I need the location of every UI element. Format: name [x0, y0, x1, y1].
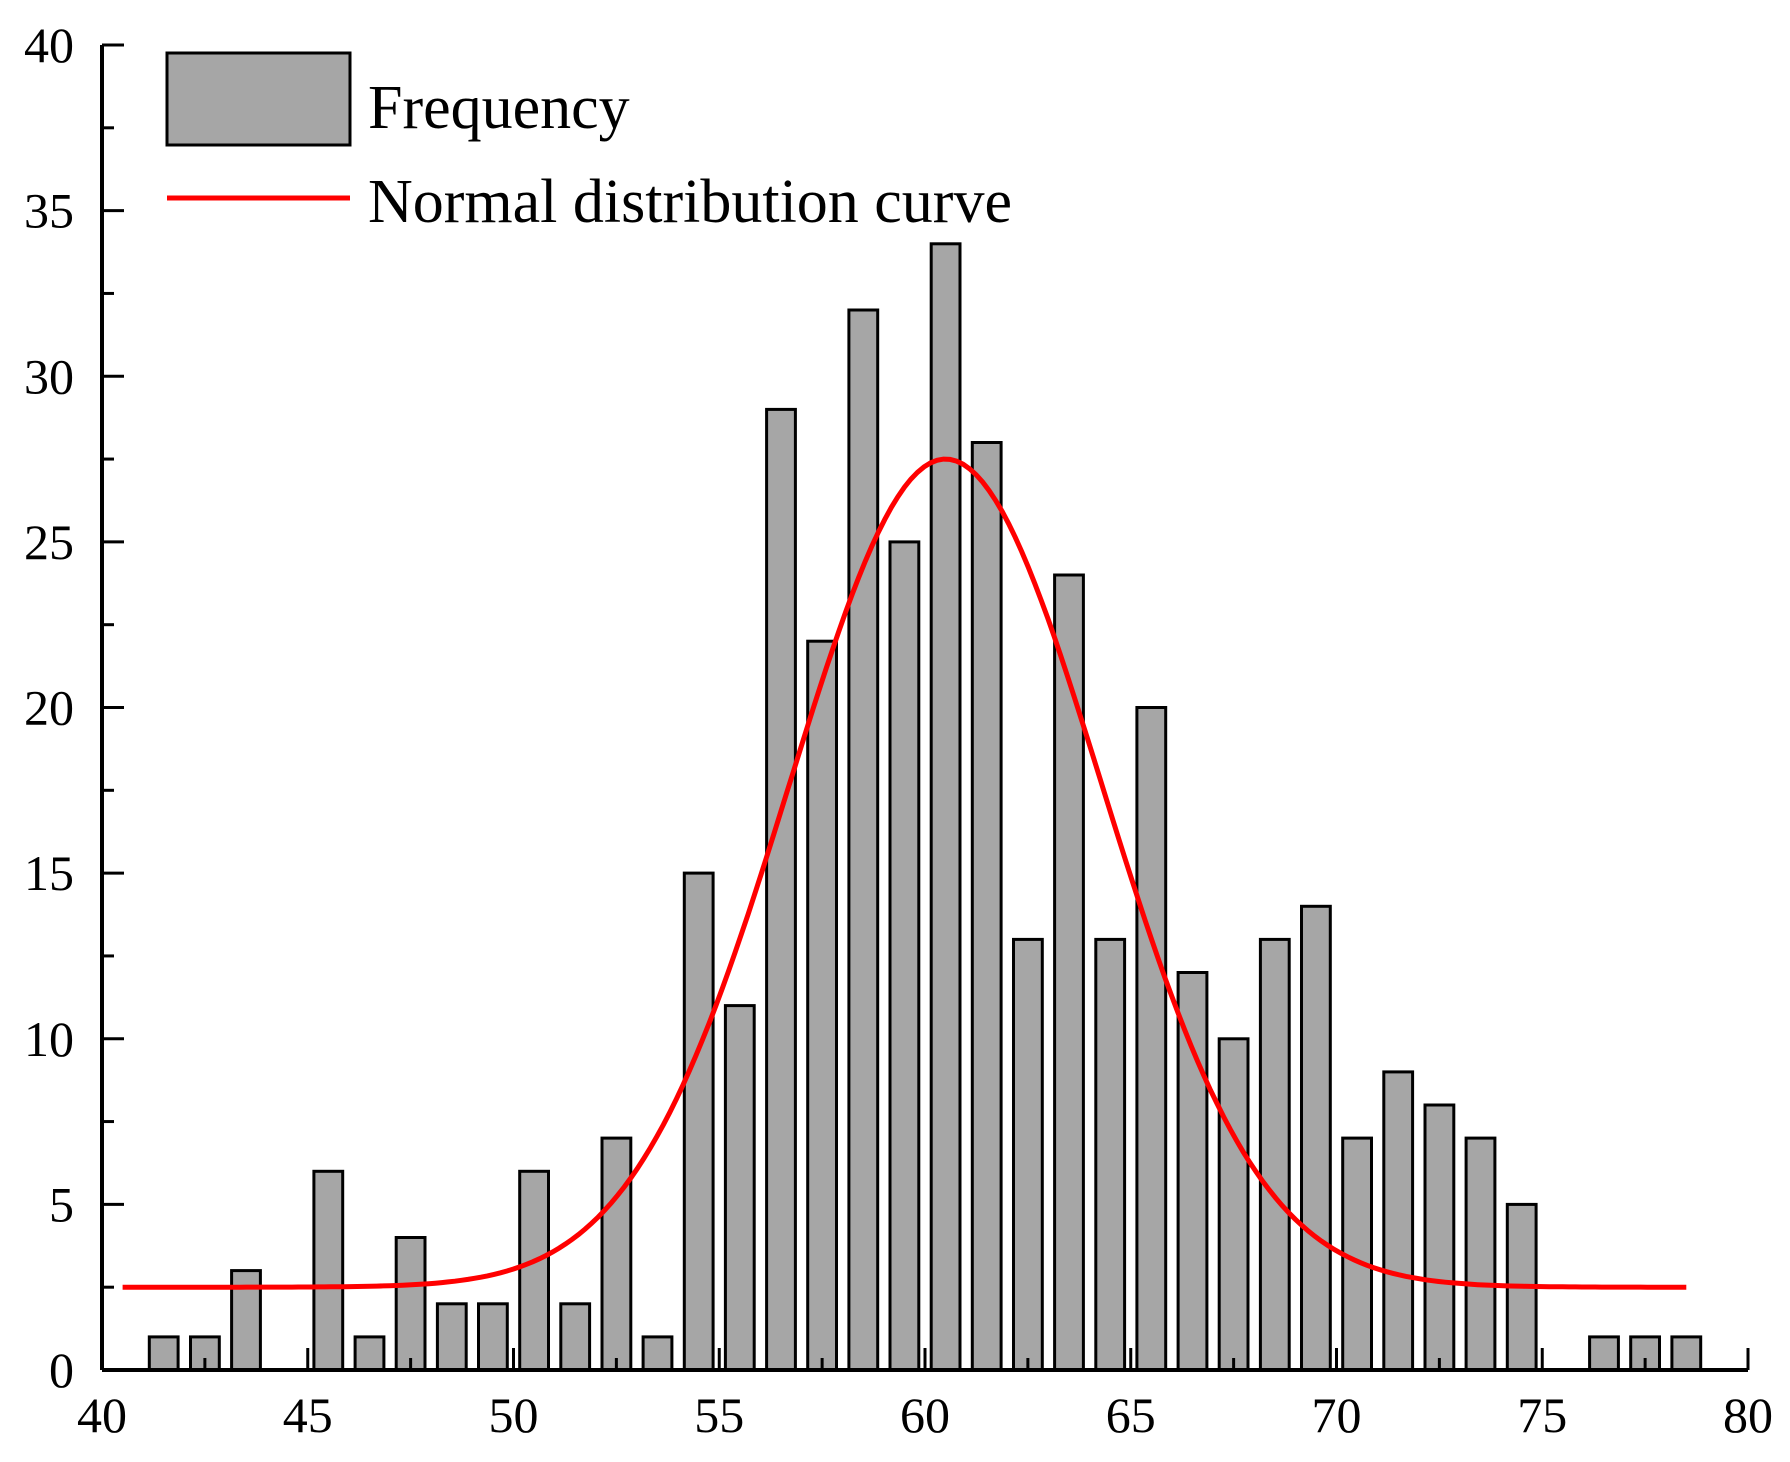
histogram-bar: [353, 1335, 386, 1372]
histogram-bar: [477, 1302, 509, 1372]
histogram-bar: [970, 441, 1003, 1372]
y-tick-label: 10: [24, 1011, 74, 1067]
histogram-bar: [1094, 937, 1127, 1372]
y-tick-label: 25: [24, 514, 74, 570]
histogram-bar: [1670, 1335, 1703, 1372]
x-tick-label: 70: [1312, 1387, 1362, 1443]
histogram-bar: [806, 639, 839, 1372]
y-tick-label: 0: [49, 1342, 74, 1398]
x-tick-label: 80: [1723, 1387, 1773, 1443]
histogram-bar: [1464, 1136, 1497, 1372]
bars-layer: [147, 242, 1703, 1372]
x-tick-label: 55: [694, 1387, 744, 1443]
histogram-bar: [682, 871, 715, 1372]
y-tick-label: 20: [24, 680, 74, 736]
legend-swatch-frequency: [165, 51, 352, 147]
histogram-bar: [518, 1169, 551, 1372]
histogram-bar: [641, 1335, 674, 1372]
histogram-bar: [1300, 904, 1332, 1372]
y-tick-label: 40: [24, 17, 74, 73]
histogram-bar: [765, 407, 797, 1372]
histogram-bar: [1588, 1335, 1620, 1372]
histogram-bar: [394, 1236, 427, 1372]
legend-label-normal-curve: Normal distribution curve: [368, 168, 1012, 236]
histogram-bar: [1053, 573, 1085, 1372]
histogram-bar: [723, 1004, 756, 1372]
x-tick-label: 50: [489, 1387, 539, 1443]
histogram-bar: [1258, 937, 1291, 1372]
histogram-bar: [1423, 1103, 1456, 1372]
histogram-bar: [435, 1302, 468, 1372]
x-tick-label: 40: [77, 1387, 127, 1443]
y-tick-label: 30: [24, 348, 74, 404]
axes-layer: [100, 45, 1748, 1372]
legend: Frequency Normal distribution curve: [165, 51, 1012, 236]
histogram-bar: [600, 1136, 633, 1372]
histogram-bar: [1012, 937, 1044, 1372]
x-tick-label: 60: [900, 1387, 950, 1443]
histogram-bar: [929, 242, 962, 1372]
histogram-bar: [147, 1335, 180, 1372]
y-tick-label: 35: [24, 183, 74, 239]
x-tick-label: 65: [1106, 1387, 1156, 1443]
normal-distribution-curve: [122, 456, 1687, 1290]
ticks-layer: 0 5 10 15 20 25 30 35 40 40 45 50 55 60 65 70 75 80: [24, 17, 1773, 1443]
histogram-bar: [1176, 971, 1209, 1372]
histogram-bar: [1217, 1037, 1250, 1372]
histogram-bar: [559, 1302, 592, 1372]
histogram-bar: [312, 1169, 345, 1372]
histogram-bar: [1382, 1070, 1415, 1372]
x-tick-label: 45: [283, 1387, 333, 1443]
histogram-bar: [1135, 706, 1168, 1372]
y-tick-label: 15: [24, 845, 74, 901]
y-tick-label: 5: [49, 1176, 74, 1232]
histogram-bar: [888, 540, 921, 1372]
histogram-bar: [847, 308, 880, 1372]
x-tick-label: 75: [1517, 1387, 1567, 1443]
legend-label-frequency: Frequency: [368, 74, 630, 142]
